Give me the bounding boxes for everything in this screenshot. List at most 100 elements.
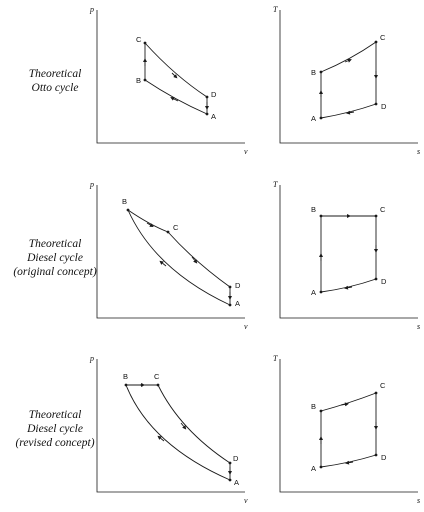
- otto-ts-arrow-b-to-c: [344, 58, 352, 63]
- diesel-rev-pv-point-a: [228, 478, 232, 482]
- diesel-orig-ts-point-b: [319, 214, 323, 218]
- diesel-rev-ts-point-d: [374, 453, 378, 457]
- otto-pv-y-axis-label: p: [89, 5, 94, 14]
- diesel-orig-ts-arrow-d-to-a: [344, 285, 353, 290]
- diesel-orig-pv-label-b: B: [122, 197, 127, 206]
- diesel-rev-pv-point-b: [124, 383, 128, 387]
- diesel-orig-pv-point-b: [126, 208, 130, 212]
- otto-ts-label-b: B: [311, 68, 316, 77]
- diesel-rev-ts-label-a: A: [311, 464, 316, 473]
- diesel-orig-ts-label-b: B: [311, 205, 316, 214]
- diesel-rev-ts-point-b: [319, 409, 323, 413]
- diesel-orig-pv-expansion-curve: [167, 231, 231, 288]
- diesel-orig-ts-point-a: [319, 290, 323, 294]
- otto-ts-point-b: [319, 70, 323, 74]
- otto-ts-label-a: A: [311, 114, 316, 123]
- diesel-rev-pv-x-axis-label: v: [244, 496, 248, 505]
- diesel-rev-ts-label-d: D: [381, 453, 387, 462]
- otto-pv-label-d: D: [211, 90, 217, 99]
- otto-pv-point-d: [205, 95, 209, 99]
- diesel-rev-pv-label-c: C: [154, 372, 160, 381]
- caption-otto-line-1: Theoretical: [28, 68, 82, 80]
- diesel-orig-pv-compression-curve: [127, 209, 231, 306]
- diesel-rev-ts-y-axis-label: T: [273, 354, 278, 363]
- diesel-orig-pv-arrow-c-to-d: [191, 256, 198, 264]
- diesel-rev-ts-arrow-d-to-a: [345, 460, 354, 465]
- diesel-rev-pv-label-b: B: [123, 372, 128, 381]
- diesel-rev-pv-point-d: [228, 461, 232, 465]
- caption-diesel-original-line-1: Theoretical: [28, 238, 82, 250]
- caption-diesel-original-line-3: (original concept): [13, 266, 97, 278]
- otto-ts-point-a: [319, 116, 323, 120]
- otto-pv-point-c: [143, 41, 147, 45]
- diesel-orig-ts-point-c: [374, 214, 378, 218]
- diesel-rev-pv-compression-curve: [125, 384, 231, 481]
- diesel-rev-ts-point-c: [374, 391, 378, 395]
- otto-ts-heat-rejection-curve: [320, 103, 377, 119]
- diesel-orig-ts-x-axis-label: s: [417, 322, 420, 331]
- caption-diesel-revised-line-1: Theoretical: [28, 409, 82, 421]
- otto-ts-y-axis-label: T: [273, 5, 278, 14]
- otto-ts-arrow-d-to-a: [346, 110, 355, 115]
- diesel-orig-pv-x-axis-label: v: [244, 322, 248, 331]
- otto-pv-point-a: [205, 112, 209, 116]
- diesel-rev-pv-label-a: A: [234, 478, 239, 487]
- diesel-orig-ts-label-a: A: [311, 288, 316, 297]
- otto-ts-x-axis-label: s: [417, 147, 420, 156]
- diesel-orig-ts-heat-rejection-curve: [320, 278, 377, 293]
- diesel-rev-ts-label-c: C: [380, 381, 386, 390]
- diesel-orig-pv-point-a: [228, 303, 232, 307]
- diesel-orig-ts-label-c: C: [380, 205, 386, 214]
- diesel-orig-pv-arrow-a-to-b: [159, 260, 167, 267]
- caption-otto-line-2: Otto cycle: [31, 82, 79, 94]
- diesel-orig-pv-point-c: [166, 230, 170, 234]
- diesel-rev-ts-axes: [279, 359, 418, 493]
- otto-pv-arrow-a-to-b: [170, 97, 179, 102]
- otto-ts-axes: [279, 10, 418, 144]
- diesel-orig-pv-y-axis-label: p: [89, 180, 94, 189]
- caption-diesel-original-line-2: Diesel cycle: [27, 252, 83, 264]
- diesel-rev-ts-point-a: [319, 465, 323, 469]
- caption-diesel-revised-line-3: (revised concept): [15, 437, 95, 449]
- otto-ts-label-d: D: [381, 102, 387, 111]
- diesel-orig-ts-label-d: D: [381, 277, 387, 286]
- diesel-rev-ts-label-b: B: [311, 402, 316, 411]
- diesel-orig-ts-y-axis-label: T: [273, 180, 278, 189]
- caption-otto: Theoretical Otto cycle: [0, 67, 110, 95]
- diesel-rev-pv-axes: [96, 359, 245, 493]
- diesel-orig-pv-point-d: [228, 285, 232, 289]
- diesel-orig-pv-axes: [96, 185, 245, 319]
- diesel-rev-ts-x-axis-label: s: [417, 496, 420, 505]
- diesel-rev-pv-point-c: [156, 383, 160, 387]
- diesel-orig-pv-label-c: C: [173, 223, 179, 232]
- diesel-orig-pv-isothermal-curve: [127, 209, 169, 233]
- diesel-orig-pv-label-d: D: [235, 281, 241, 290]
- diesel-rev-ts-heat-rejection-curve: [320, 454, 377, 468]
- diesel-rev-pv-label-d: D: [233, 454, 239, 463]
- diesel-rev-ts-arrow-b-to-c: [340, 402, 349, 407]
- diesel-rev-pv-y-axis-label: p: [89, 354, 94, 363]
- otto-pv-label-b: B: [136, 76, 141, 85]
- diesel-orig-ts-point-d: [374, 277, 378, 281]
- diesel-orig-pv-arrow-b-to-c: [146, 222, 154, 228]
- diesel-rev-pv-arrow-a-to-b: [157, 435, 165, 442]
- otto-pv-point-b: [143, 78, 147, 82]
- diesel-rev-pv-arrow-c-to-d: [180, 422, 187, 430]
- otto-pv-arrow-c-to-d: [171, 72, 178, 79]
- diesel-orig-ts-axes: [279, 185, 418, 319]
- caption-diesel-revised-line-2: Diesel cycle: [27, 423, 83, 435]
- caption-diesel-original: Theoretical Diesel cycle (original conce…: [0, 237, 110, 279]
- diesel-rev-pv-expansion-curve: [157, 384, 231, 464]
- diesel-orig-pv-label-a: A: [235, 299, 240, 308]
- otto-ts-heat-addition-curve: [320, 41, 377, 73]
- otto-pv-label-c: C: [136, 35, 142, 44]
- otto-pv-compression-curve: [144, 79, 208, 115]
- otto-ts-point-d: [374, 102, 378, 106]
- otto-ts-point-c: [374, 40, 378, 44]
- otto-ts-label-c: C: [380, 33, 386, 42]
- otto-pv-axes: [96, 10, 245, 144]
- otto-pv-x-axis-label: v: [244, 147, 248, 156]
- otto-pv-label-a: A: [211, 112, 216, 121]
- otto-pv-expansion-curve: [144, 42, 208, 98]
